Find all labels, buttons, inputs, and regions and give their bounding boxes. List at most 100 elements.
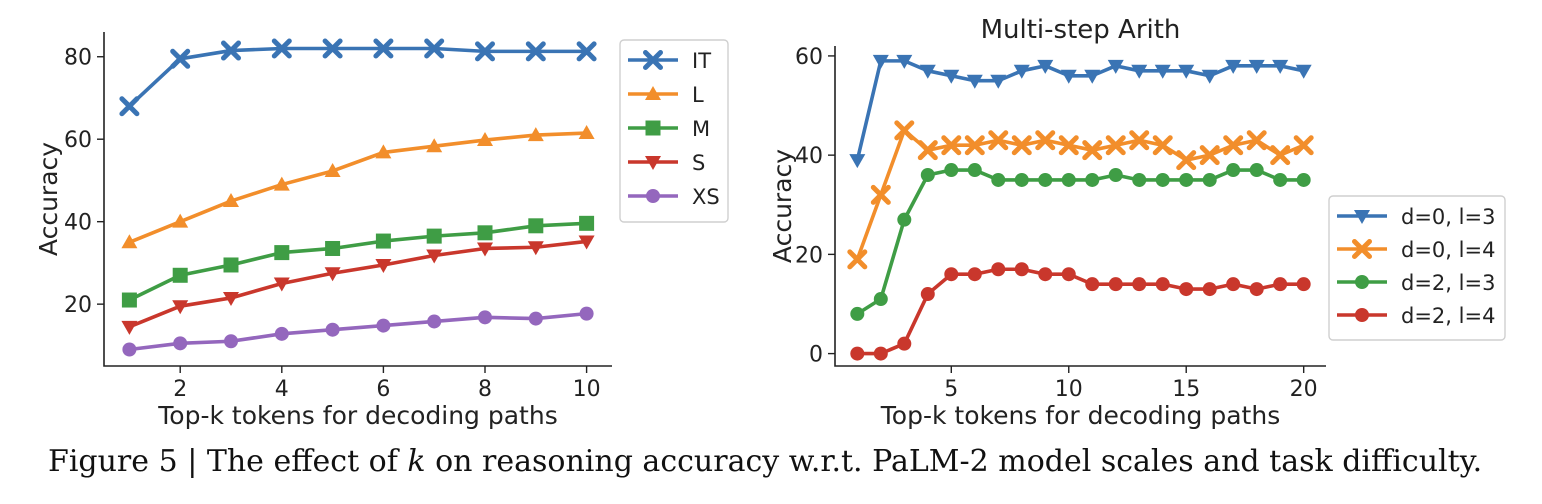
series-xs — [122, 306, 594, 357]
caption-variable: k — [407, 444, 426, 479]
data-point — [920, 167, 935, 182]
y-tick-label: 20 — [795, 243, 823, 268]
data-point — [121, 320, 138, 335]
y-tick-label: 60 — [795, 45, 823, 70]
chart-right-axes — [834, 46, 1326, 367]
legend-marker — [643, 50, 663, 70]
data-point — [966, 74, 983, 89]
legend-entry: XS — [628, 185, 720, 209]
data-point — [1038, 267, 1053, 282]
data-point — [1201, 69, 1218, 84]
data-point — [424, 38, 445, 59]
data-point — [849, 154, 866, 169]
chart-right-y-axis-label: Accuracy — [768, 149, 797, 263]
legend-marker — [1354, 210, 1370, 224]
data-point — [872, 54, 889, 69]
chart-left-x-axis-label: Top-k tokens for decoding paths — [157, 401, 557, 430]
legend-entry: d=0, l=3 — [1337, 205, 1495, 229]
y-tick-label: 0 — [809, 343, 823, 368]
data-point — [274, 326, 289, 341]
legend-marker — [645, 120, 661, 136]
x-tick-label: 10 — [1055, 377, 1083, 402]
data-point — [477, 132, 493, 147]
data-point — [1061, 267, 1076, 282]
x-tick-label: 5 — [944, 377, 958, 402]
x-tick-label: 4 — [275, 377, 289, 402]
data-point — [873, 292, 888, 307]
x-tick-label: 20 — [1290, 377, 1318, 402]
legend-frame — [619, 39, 729, 223]
data-point — [322, 38, 343, 59]
chart-right-x-ticks: 5 10 15 20 — [944, 366, 1318, 402]
chart-right-y-ticks: 0 20 40 60 — [795, 45, 835, 368]
y-tick-label: 60 — [64, 128, 92, 153]
series-l — [121, 125, 595, 249]
data-point — [1082, 140, 1103, 161]
data-point — [1202, 172, 1217, 187]
data-point — [1013, 64, 1030, 79]
data-point — [1273, 277, 1288, 292]
legend-marker — [1355, 275, 1369, 289]
data-point — [121, 292, 137, 308]
chart-left: 2 4 6 8 10 20 40 60 80 Top-k tokens for decodin… — [34, 32, 729, 430]
series-d-0-l-4 — [847, 120, 1314, 270]
chart-right: Multi-step Arith 5 10 15 20 0 20 40 60 Top-k t… — [768, 15, 1506, 430]
data-point — [325, 240, 341, 256]
data-point — [944, 267, 959, 282]
data-point — [991, 172, 1006, 187]
data-point — [1084, 69, 1101, 84]
data-point — [528, 311, 543, 326]
legend-entry: IT — [628, 49, 711, 73]
data-point — [917, 140, 938, 161]
chart-left-legend: IT LMS XS — [619, 39, 729, 223]
data-point — [944, 163, 959, 178]
data-point — [920, 287, 935, 302]
legend-entry: S — [628, 151, 705, 175]
legend-entry: d=2, l=4 — [1337, 304, 1495, 328]
data-point — [1108, 167, 1123, 182]
caption-prefix: Figure 5 | The effect of — [48, 444, 408, 479]
data-point — [170, 48, 191, 69]
legend-label: M — [692, 117, 710, 141]
chart-left-axes — [103, 32, 612, 367]
legend-entry: d=2, l=3 — [1337, 271, 1495, 295]
data-point — [224, 334, 238, 349]
series-line — [128, 46, 587, 108]
legend-label: d=0, l=4 — [1401, 238, 1495, 262]
data-point — [1155, 172, 1170, 187]
data-point — [578, 125, 595, 140]
data-point — [1132, 277, 1147, 292]
data-point — [1107, 59, 1124, 74]
data-point — [426, 228, 442, 244]
series-line — [129, 311, 587, 352]
data-point — [1176, 150, 1197, 171]
data-point — [273, 277, 290, 292]
data-point — [1105, 135, 1126, 156]
data-point — [1014, 172, 1029, 187]
data-point — [964, 135, 985, 156]
x-tick-label: 10 — [573, 377, 601, 402]
data-point — [221, 40, 241, 61]
data-point — [850, 346, 865, 361]
legend-label: S — [692, 151, 705, 175]
data-point — [847, 249, 868, 270]
data-point — [873, 346, 888, 361]
data-point — [1296, 277, 1311, 292]
data-point — [1085, 277, 1100, 292]
data-point — [1155, 277, 1170, 292]
data-point — [427, 314, 442, 329]
y-tick-label: 20 — [64, 293, 92, 318]
chart-right-series-group — [847, 54, 1314, 361]
data-point — [896, 54, 913, 69]
legend-marker — [1355, 308, 1369, 322]
data-point — [375, 144, 392, 159]
data-point — [1179, 282, 1194, 297]
data-point — [173, 336, 188, 351]
data-point — [1249, 163, 1264, 178]
data-point — [1295, 64, 1312, 79]
data-point — [172, 267, 188, 283]
data-point — [1226, 277, 1241, 292]
legend-entry: d=0, l=4 — [1337, 238, 1495, 262]
legend-label: d=2, l=3 — [1401, 271, 1495, 295]
legend-entry: L — [628, 83, 704, 107]
